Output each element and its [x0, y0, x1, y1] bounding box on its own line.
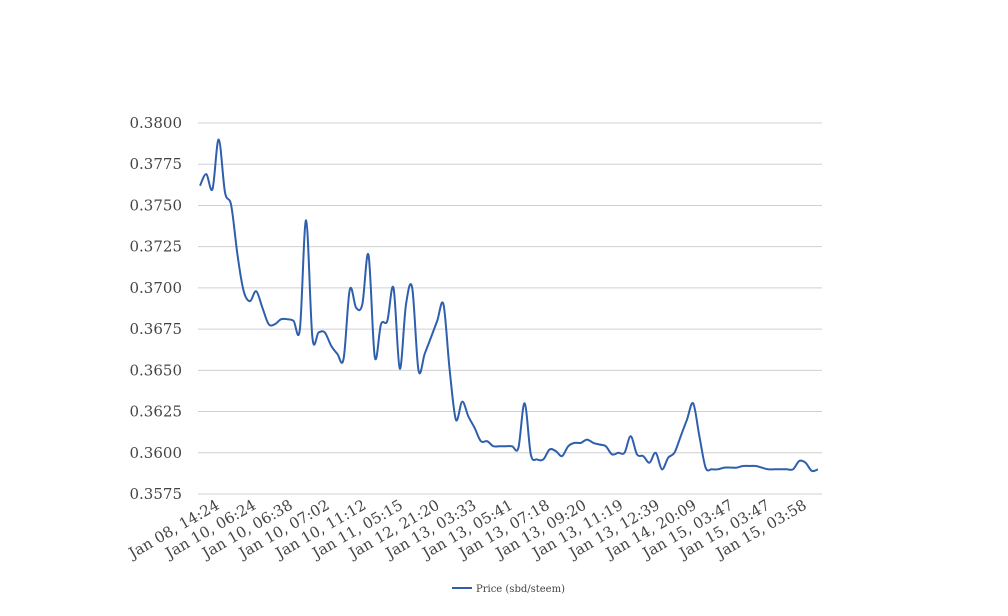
y-tick-label: 0.3700 [130, 279, 183, 297]
y-tick-label: 0.3625 [130, 403, 183, 421]
y-tick-label: 0.3725 [130, 238, 183, 256]
y-tick-label: 0.3800 [130, 114, 183, 132]
legend-label-price: Price (sbd/steem) [476, 584, 565, 595]
grid-lines [198, 122, 822, 495]
y-tick-label: 0.3600 [130, 444, 183, 462]
legend: Price (sbd/steem) [452, 584, 565, 595]
y-axis-tick-labels: 0.3800 0.3775 0.3750 0.3725 0.3700 0.3675 0.36… [130, 114, 183, 503]
y-tick-label: 0.3675 [130, 320, 183, 338]
y-tick-label: 0.3775 [130, 155, 183, 173]
series-line-price [199, 138, 819, 473]
y-tick-label: 0.3575 [130, 485, 183, 503]
y-tick-label: 0.3750 [130, 196, 183, 214]
series-layer [199, 138, 819, 473]
y-tick-label: 0.3650 [130, 361, 183, 379]
